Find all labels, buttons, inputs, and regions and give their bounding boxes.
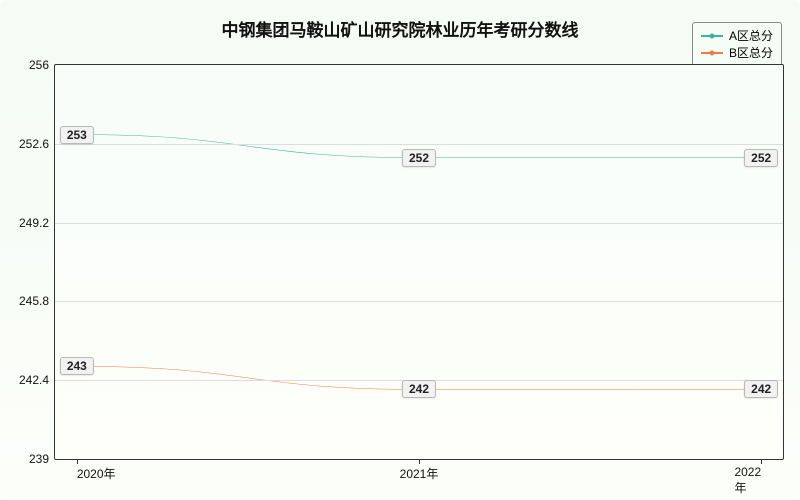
data-point-label: 243 [60,357,94,375]
legend-swatch-b [701,52,723,54]
legend-label-a: A区总分 [729,27,773,44]
gridline-h [55,144,783,145]
data-point-label: 242 [402,380,436,398]
ytick-label: 242.4 [19,373,55,387]
plot-area: 239242.4245.8249.2252.62562020年2021年2022… [54,64,784,460]
legend-swatch-a [701,35,723,37]
gridline-h [55,223,783,224]
xtick-label: 2021年 [400,459,439,482]
legend-item-a: A区总分 [701,27,773,44]
chart-lines-svg [55,65,783,459]
ytick-label: 239 [29,452,55,466]
data-point-label: 252 [402,149,436,167]
gridline-h [55,301,783,302]
xtick-mark [761,459,762,464]
ytick-label: 252.6 [19,137,55,151]
data-point-label: 253 [60,126,94,144]
ytick-label: 249.2 [19,216,55,230]
xtick-label: 2020年 [77,459,116,482]
legend-item-b: B区总分 [701,44,773,61]
chart-title: 中钢集团马鞍山矿山研究院林业历年考研分数线 [0,16,800,41]
chart-container: 中钢集团马鞍山矿山研究院林业历年考研分数线 A区总分 B区总分 239242.4… [0,0,800,500]
data-point-label: 252 [744,149,778,167]
legend: A区总分 B区总分 [692,22,782,66]
data-point-label: 242 [744,380,778,398]
ytick-label: 256 [29,58,55,72]
legend-label-b: B区总分 [729,44,773,61]
ytick-label: 245.8 [19,294,55,308]
xtick-label: 2022年 [734,459,761,496]
